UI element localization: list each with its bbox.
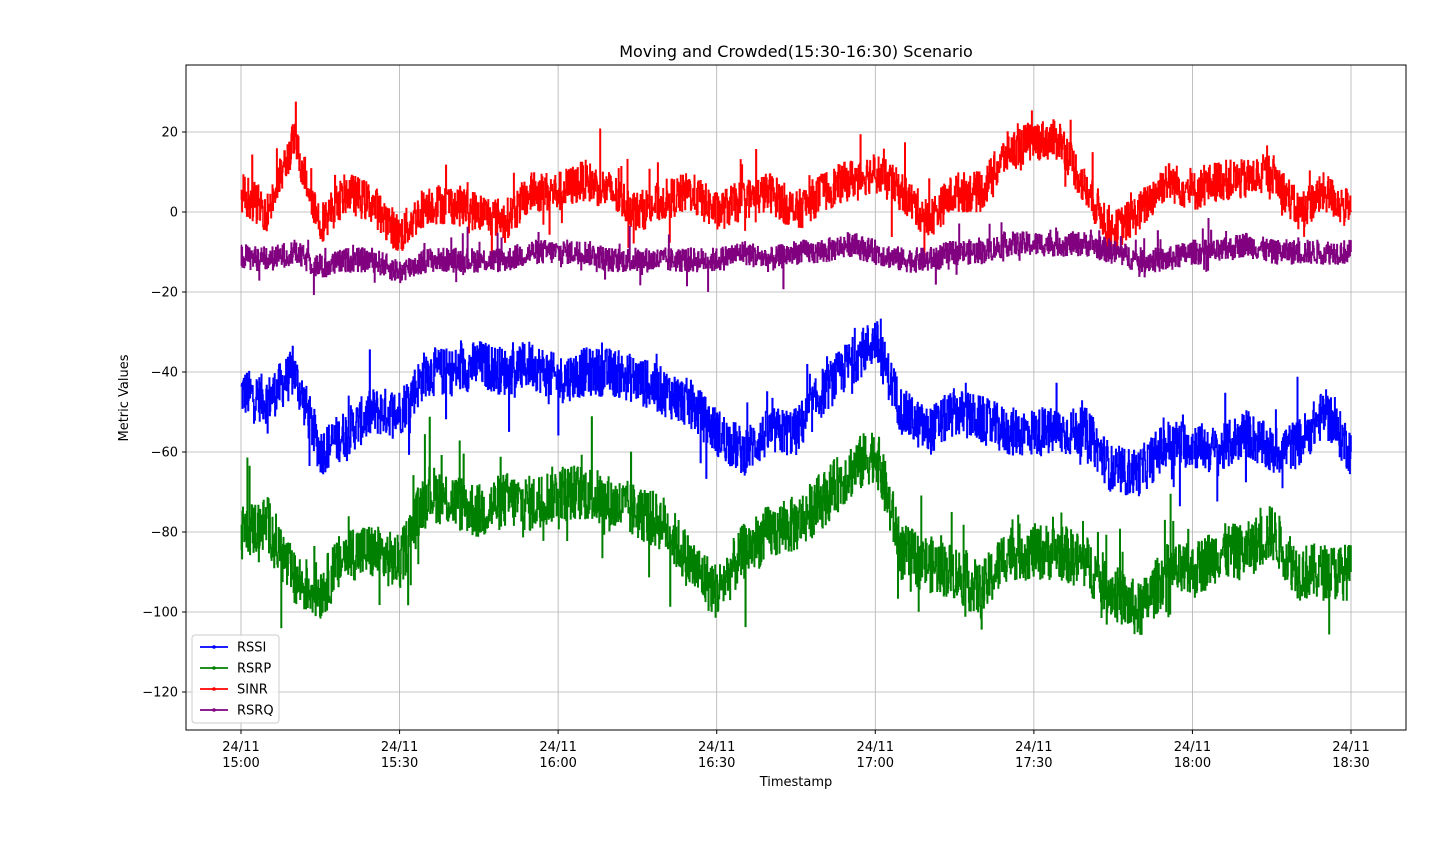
y-tick-label: 20 — [161, 126, 178, 141]
y-tick-label: −60 — [151, 446, 178, 461]
x-tick-label-date: 24/11 — [857, 740, 894, 755]
legend-marker — [212, 708, 216, 712]
x-tick-label-date: 24/11 — [381, 740, 418, 755]
x-axis: 24/1115:0024/1115:3024/1116:0024/1116:30… — [222, 730, 1370, 771]
legend-item-rssi: RSSI — [200, 641, 266, 656]
y-tick-label: −80 — [151, 526, 178, 541]
legend-item-sinr: SINR — [200, 683, 268, 698]
x-tick-label-time: 16:30 — [698, 756, 735, 771]
y-tick-label: −120 — [142, 686, 178, 701]
x-tick-label-time: 17:00 — [857, 756, 894, 771]
series-rsrp — [240, 416, 1352, 635]
legend-label: SINR — [237, 683, 268, 698]
legend-item-rsrp: RSRP — [200, 662, 271, 677]
legend-label: RSRQ — [237, 704, 274, 719]
y-tick-label: 0 — [170, 206, 178, 221]
series-rssi — [240, 318, 1352, 507]
x-tick-label-time: 18:30 — [1332, 756, 1369, 771]
y-axis-label: Metric Values — [117, 354, 132, 441]
legend-label: RSSI — [237, 641, 266, 656]
series-line-rsrp — [240, 416, 1352, 635]
series-line-rssi — [240, 318, 1352, 507]
x-axis-label: Timestamp — [759, 775, 833, 790]
legend-label: RSRP — [237, 662, 271, 677]
y-tick-label: −40 — [151, 366, 178, 381]
legend-marker — [212, 645, 216, 649]
plot-lines — [240, 101, 1352, 635]
series-rsrq — [240, 218, 1352, 295]
x-tick-label-date: 24/11 — [1332, 740, 1369, 755]
legend-marker — [212, 666, 216, 670]
x-tick-label-time: 17:30 — [1015, 756, 1052, 771]
legend-box — [191, 634, 280, 724]
x-tick-label-date: 24/11 — [222, 740, 259, 755]
y-axis: 20 0 −20 −40 −60 −80 −100 −120 — [142, 126, 186, 701]
series-line-rsrq — [240, 218, 1352, 295]
chart-title: Moving and Crowded(15:30-16:30) Scenario — [619, 42, 973, 61]
x-tick-label-date: 24/11 — [1015, 740, 1052, 755]
legend-marker — [212, 687, 216, 691]
plot-frame — [185, 64, 1407, 731]
series-sinr — [240, 101, 1352, 259]
x-tick-label-date: 24/11 — [539, 740, 576, 755]
x-tick-label-time: 15:00 — [222, 756, 259, 771]
legend-item-rsrq: RSRQ — [200, 704, 274, 719]
y-tick-label: −100 — [142, 606, 178, 621]
x-tick-label-time: 18:00 — [1174, 756, 1211, 771]
x-tick-label-date: 24/11 — [1174, 740, 1211, 755]
x-tick-label-time: 16:00 — [539, 756, 576, 771]
series-line-sinr — [240, 101, 1352, 259]
legend: RSSI RSRP SINR RSRQ — [191, 634, 280, 724]
x-tick-label-date: 24/11 — [698, 740, 735, 755]
y-tick-label: −20 — [151, 286, 178, 301]
x-tick-label-time: 15:30 — [381, 756, 418, 771]
